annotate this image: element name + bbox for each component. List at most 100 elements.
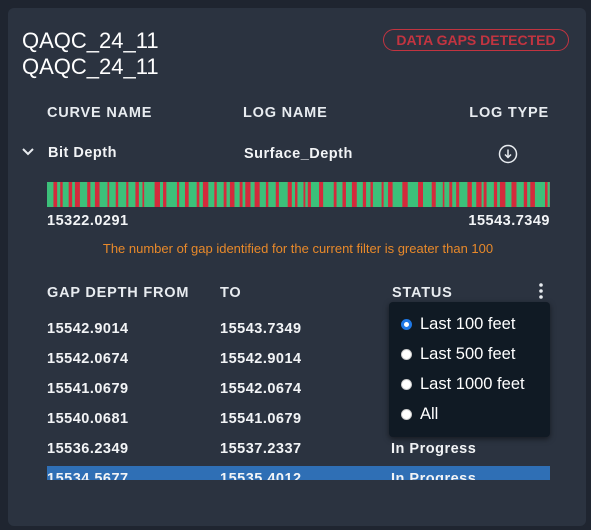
download-icon[interactable]: [497, 143, 519, 165]
gap-stripe: [275, 182, 279, 207]
log-name: Surface_Depth: [244, 146, 353, 162]
gap-stripe: [142, 182, 145, 207]
warning-message: The number of gap identified for the cur…: [102, 241, 494, 256]
gap-to: 15542.0674: [220, 381, 302, 397]
gap-from: 15536.2349: [47, 441, 129, 457]
option-label: All: [420, 405, 439, 423]
gap-stripe: [418, 182, 423, 207]
gap-stripe: [319, 182, 324, 207]
gap-stripe: [351, 182, 357, 207]
gap-stripe: [60, 182, 63, 207]
gap-stripe: [362, 182, 367, 207]
range-start: 15322.0291: [47, 213, 129, 229]
gap-stripe: [94, 182, 100, 207]
radio-button[interactable]: [401, 409, 412, 420]
gap-from: 15540.0681: [47, 411, 129, 427]
gap-stripe: [431, 182, 436, 207]
gap-to: 15542.9014: [220, 351, 302, 367]
selected-row[interactable]: [47, 466, 550, 480]
filter-option[interactable]: Last 100 feet: [401, 315, 515, 334]
radio-button[interactable]: [401, 379, 412, 390]
option-label: Last 1000 feet: [420, 375, 525, 393]
column-header: GAP DEPTH FROM: [47, 285, 190, 301]
gap-stripe: [229, 182, 235, 207]
gap-to: 15543.7349: [220, 321, 302, 337]
gap-stripe: [449, 182, 453, 207]
gap-stripe: [388, 182, 393, 207]
column-header: TO: [220, 285, 242, 301]
gap-status: In Progress: [391, 441, 477, 457]
gap-stripe: [74, 182, 80, 207]
gap-stripe: [483, 182, 487, 207]
gap-stripe: [126, 182, 129, 207]
gap-stripe: [493, 182, 498, 207]
gap-stripe: [467, 182, 472, 207]
column-header: LOG NAME: [243, 105, 328, 121]
gap-stripe: [239, 182, 243, 207]
gap-stripe: [333, 182, 337, 207]
column-header: LOG TYPE: [469, 105, 549, 121]
kebab-menu[interactable]: [536, 282, 546, 300]
column-header: CURVE NAME: [47, 105, 153, 121]
gap-stripe: [154, 182, 160, 207]
gap-stripe: [307, 182, 311, 207]
gap-stripe: [184, 182, 189, 207]
gap-table: 15542.9014 15543.7349 15542.0674 15542.9014…: [0, 310, 591, 480]
gap-stripe: [53, 182, 58, 207]
column-header: STATUS: [392, 285, 453, 301]
gap-stripe: [381, 182, 384, 207]
gap-stripe: [303, 182, 306, 207]
radio-button[interactable]: [401, 319, 412, 330]
gap-stripe: [370, 182, 373, 207]
gap-stripe: [523, 182, 528, 207]
radio-button[interactable]: [401, 349, 412, 360]
gap-bar: [47, 182, 550, 207]
gap-stripe: [87, 182, 91, 207]
panel: [8, 8, 586, 526]
gap-stripe: [530, 182, 535, 207]
gap-stripe: [442, 182, 445, 207]
option-label: Last 500 feet: [420, 345, 516, 363]
range-end: 15543.7349: [468, 213, 550, 229]
gap-to: 15537.2337: [220, 441, 302, 457]
gap-stripe: [214, 182, 217, 207]
gap-stripe: [223, 182, 227, 207]
gap-from: 15534.5677: [47, 471, 129, 480]
gap-stripe: [176, 182, 180, 207]
filter-option[interactable]: All: [401, 405, 438, 424]
filter-menu: Last 100 feet Last 500 feet Last 1000 feet…: [389, 302, 550, 437]
gap-stripe: [545, 182, 548, 207]
gap-stripe: [135, 182, 139, 207]
gap-stripe: [163, 182, 167, 207]
gap-stripe: [68, 182, 73, 207]
curve-name: Bit Depth: [48, 145, 117, 161]
expand-chevron[interactable]: [20, 144, 36, 160]
bar-background: [47, 182, 550, 207]
gap-stripe: [456, 182, 460, 207]
well-title: QAQC_24_11: [22, 28, 159, 53]
gap-stripe: [295, 182, 298, 207]
gap-stripe: [254, 182, 260, 207]
filter-option[interactable]: Last 1000 feet: [401, 375, 525, 394]
gap-stripe: [107, 182, 110, 207]
gap-from: 15541.0679: [47, 381, 129, 397]
option-label: Last 100 feet: [420, 315, 516, 333]
gap-stripe: [245, 182, 251, 207]
gap-from: 15542.9014: [47, 321, 129, 337]
gap-stripe: [476, 182, 482, 207]
gap-stripe: [511, 182, 517, 207]
gap-from: 15542.0674: [47, 351, 129, 367]
gap-stripe: [202, 182, 209, 207]
gap-stripe: [196, 182, 200, 207]
well-subtitle: QAQC_24_11: [22, 54, 159, 79]
gap-to: 15541.0679: [220, 411, 302, 427]
gap-stripe: [265, 182, 269, 207]
gap-stripe: [287, 182, 292, 207]
gap-stripe: [115, 182, 119, 207]
gap-stripe: [499, 182, 506, 207]
gap-to: 15535.4012: [220, 471, 302, 480]
gap-stripe: [342, 182, 346, 207]
filter-option[interactable]: Last 500 feet: [401, 345, 515, 364]
status-badge: DATA GAPS DETECTED: [383, 29, 569, 51]
